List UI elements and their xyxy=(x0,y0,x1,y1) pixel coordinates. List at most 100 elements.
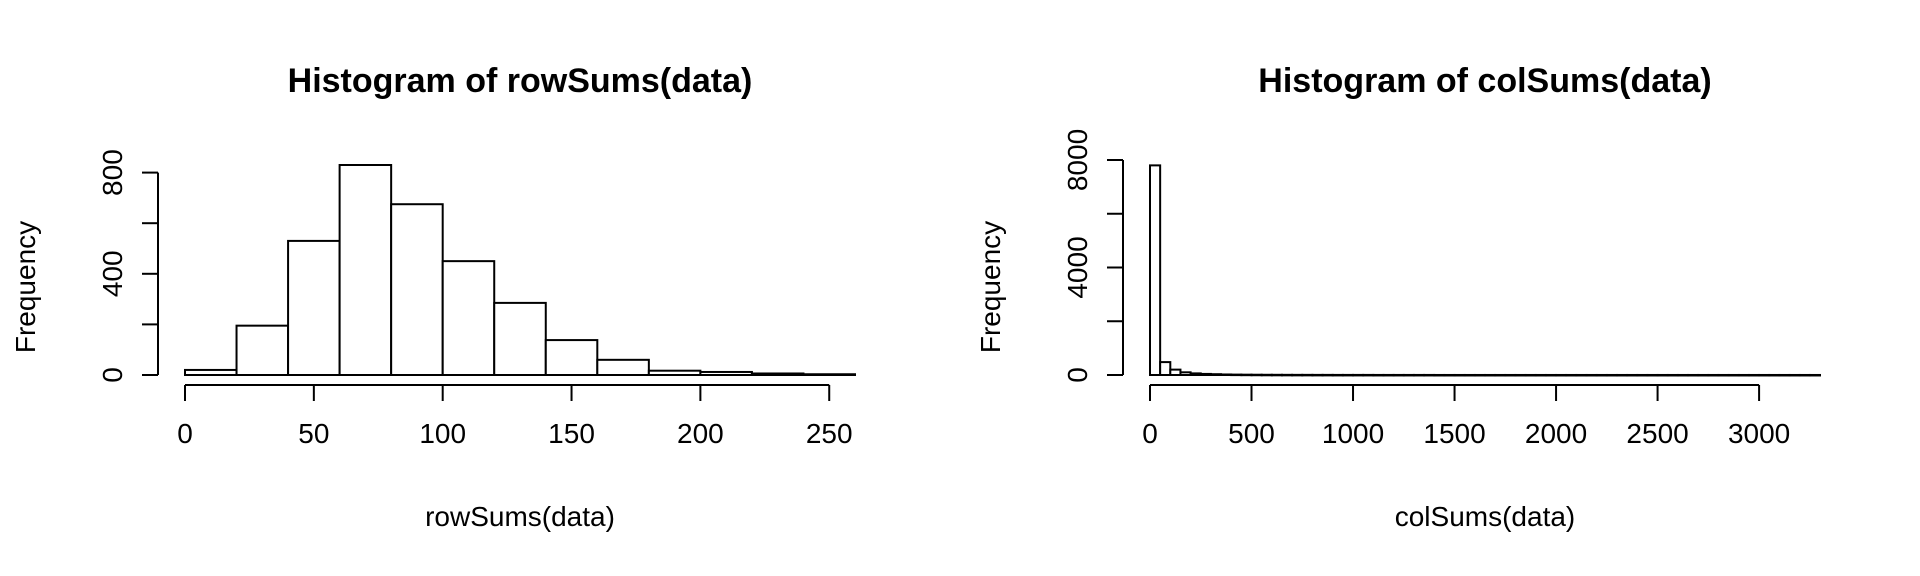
colsums-bar xyxy=(1676,373,1690,377)
colsums-bar xyxy=(1524,373,1537,377)
rowsums-bar xyxy=(647,369,702,376)
colsums-x-tick-label: 1500 xyxy=(1423,418,1485,449)
colsums-bar xyxy=(1362,373,1375,377)
colsums-bar xyxy=(1758,373,1771,377)
colsums-bar xyxy=(1220,373,1233,376)
colsums-bar xyxy=(1808,373,1822,377)
colsums-x-tick-label: 1000 xyxy=(1322,418,1384,449)
colsums-bar xyxy=(1260,373,1273,377)
colsums-bar xyxy=(1270,373,1283,377)
colsums-bar xyxy=(1737,373,1750,377)
colsums-bar xyxy=(1291,373,1304,377)
rowsums-x-axis: 0 50 100 150 200 250 xyxy=(177,384,853,449)
colsums-bar xyxy=(1311,373,1324,377)
rowsums-bar xyxy=(184,368,238,376)
rowsums-x-tick-label: 150 xyxy=(548,418,595,449)
rowsums-bar xyxy=(750,372,805,377)
colsums-bar xyxy=(1747,373,1761,377)
colsums-bar xyxy=(1402,373,1415,377)
rowsums-bar xyxy=(287,239,341,376)
colsums-bar xyxy=(1280,373,1294,377)
colsums-bar xyxy=(1585,373,1598,377)
rowsums-bars xyxy=(184,164,857,377)
colsums-bar xyxy=(1321,373,1334,377)
rowsums-bar xyxy=(596,358,650,376)
colsums-bar xyxy=(1423,373,1436,377)
rowsums-bar xyxy=(235,324,290,377)
colsums-x-tick-label: 2000 xyxy=(1525,418,1587,449)
colsums-bar xyxy=(1697,373,1710,377)
colsums-bar xyxy=(1727,373,1740,377)
colsums-bar xyxy=(1159,361,1172,377)
colsums-y-tick-label: 8000 xyxy=(1062,129,1093,191)
colsums-x-tick-label: 500 xyxy=(1228,418,1275,449)
rowsums-y-axis: 0 400 800 xyxy=(97,149,159,383)
rowsums-histogram-panel: Histogram of rowSums(data) rowSums(data)… xyxy=(10,62,857,532)
colsums-bar xyxy=(1798,373,1811,377)
colsums-bar xyxy=(1646,373,1659,377)
colsums-x-axis-label: colSums(data) xyxy=(1395,501,1576,532)
colsums-bar xyxy=(1453,373,1466,377)
rowsums-bar xyxy=(802,373,857,377)
colsums-bar xyxy=(1149,164,1162,376)
rowsums-bar xyxy=(390,203,444,376)
rowsums-bar xyxy=(544,339,599,377)
rowsums-bar xyxy=(441,260,496,377)
colsums-bar xyxy=(1341,373,1355,377)
colsums-x-axis: 0 500 1000 1500 2000 2500 3000 xyxy=(1142,384,1790,449)
colsums-histogram-title: Histogram of colSums(data) xyxy=(1258,62,1711,100)
rowsums-x-tick-label: 250 xyxy=(806,418,853,449)
colsums-bar xyxy=(1484,373,1497,377)
colsums-bar xyxy=(1331,373,1344,377)
colsums-bar xyxy=(1717,373,1730,377)
colsums-bar xyxy=(1687,373,1700,377)
colsums-bar xyxy=(1230,373,1243,377)
colsums-bar xyxy=(1494,373,1507,377)
colsums-bar xyxy=(1473,373,1487,377)
colsums-bar xyxy=(1615,373,1629,377)
colsums-y-axis: 0 4000 8000 xyxy=(1062,129,1124,383)
colsums-bar xyxy=(1555,373,1568,377)
colsums-bar xyxy=(1240,373,1253,377)
colsums-bar xyxy=(1605,373,1618,377)
colsums-bar xyxy=(1250,373,1263,377)
colsums-y-tick-label: 0 xyxy=(1062,367,1093,383)
colsums-bar xyxy=(1189,372,1202,377)
rowsums-bar xyxy=(338,164,393,376)
colsums-bar xyxy=(1392,373,1405,377)
colsums-bar xyxy=(1199,372,1212,376)
colsums-x-tick-label: 0 xyxy=(1142,418,1158,449)
rowsums-histogram-title: Histogram of rowSums(data) xyxy=(288,62,753,100)
colsums-bar xyxy=(1666,373,1679,377)
colsums-bar xyxy=(1626,373,1639,377)
colsums-bar xyxy=(1768,373,1781,377)
colsums-bar xyxy=(1169,368,1182,376)
colsums-y-axis-label: Frequency xyxy=(975,221,1006,353)
colsums-bar xyxy=(1504,373,1517,377)
colsums-bar xyxy=(1179,371,1192,376)
colsums-bar xyxy=(1534,373,1547,377)
colsums-histogram-panel: Histogram of colSums(data) colSums(data)… xyxy=(975,62,1822,532)
rowsums-y-tick-label: 800 xyxy=(97,149,128,196)
rowsums-x-tick-label: 100 xyxy=(419,418,466,449)
colsums-bar xyxy=(1636,373,1649,377)
colsums-bar xyxy=(1565,373,1578,377)
rowsums-y-axis-label: Frequency xyxy=(10,221,41,353)
colsums-bar xyxy=(1301,373,1314,377)
rowsums-bar xyxy=(699,370,753,377)
colsums-bar xyxy=(1544,373,1558,377)
colsums-bar xyxy=(1209,373,1223,377)
rowsums-x-tick-label: 200 xyxy=(677,418,724,449)
rowsums-y-tick-label: 0 xyxy=(97,367,128,383)
colsums-x-tick-label: 3000 xyxy=(1728,418,1790,449)
colsums-bars xyxy=(1149,164,1822,377)
rowsums-x-tick-label: 50 xyxy=(298,418,329,449)
colsums-bar xyxy=(1412,373,1426,377)
colsums-y-tick-label: 4000 xyxy=(1062,236,1093,298)
colsums-bar xyxy=(1352,373,1365,377)
rowsums-x-tick-label: 0 xyxy=(177,418,193,449)
colsums-x-tick-label: 2500 xyxy=(1626,418,1688,449)
colsums-bar xyxy=(1382,373,1395,377)
colsums-bar xyxy=(1707,373,1720,377)
